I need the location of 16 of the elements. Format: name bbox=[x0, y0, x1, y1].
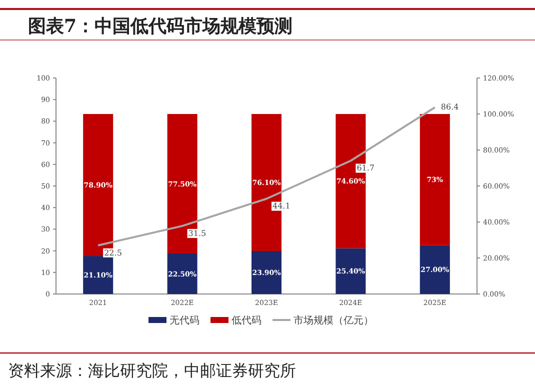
data-label: 86.4 bbox=[440, 102, 459, 112]
bar bbox=[252, 250, 282, 294]
legend-label: 市场规模（亿元） bbox=[294, 314, 374, 326]
legend-label: 无代码 bbox=[170, 316, 200, 326]
legend-label: 低代码 bbox=[232, 316, 262, 326]
bar bbox=[336, 248, 366, 294]
data-label: 61.7 bbox=[356, 164, 375, 173]
bar bbox=[167, 254, 198, 294]
data-label: 22.5 bbox=[104, 248, 122, 258]
data-label: 31.5 bbox=[188, 228, 206, 238]
bar bbox=[420, 245, 450, 294]
bar bbox=[420, 114, 450, 246]
bar bbox=[83, 256, 114, 294]
chart-title: 图表7：中国低代码市场规模预测 bbox=[28, 16, 293, 37]
text: 资料来源：海比研究院，中邮证券研究所 bbox=[8, 361, 296, 380]
data-label: 44.1 bbox=[272, 202, 290, 211]
